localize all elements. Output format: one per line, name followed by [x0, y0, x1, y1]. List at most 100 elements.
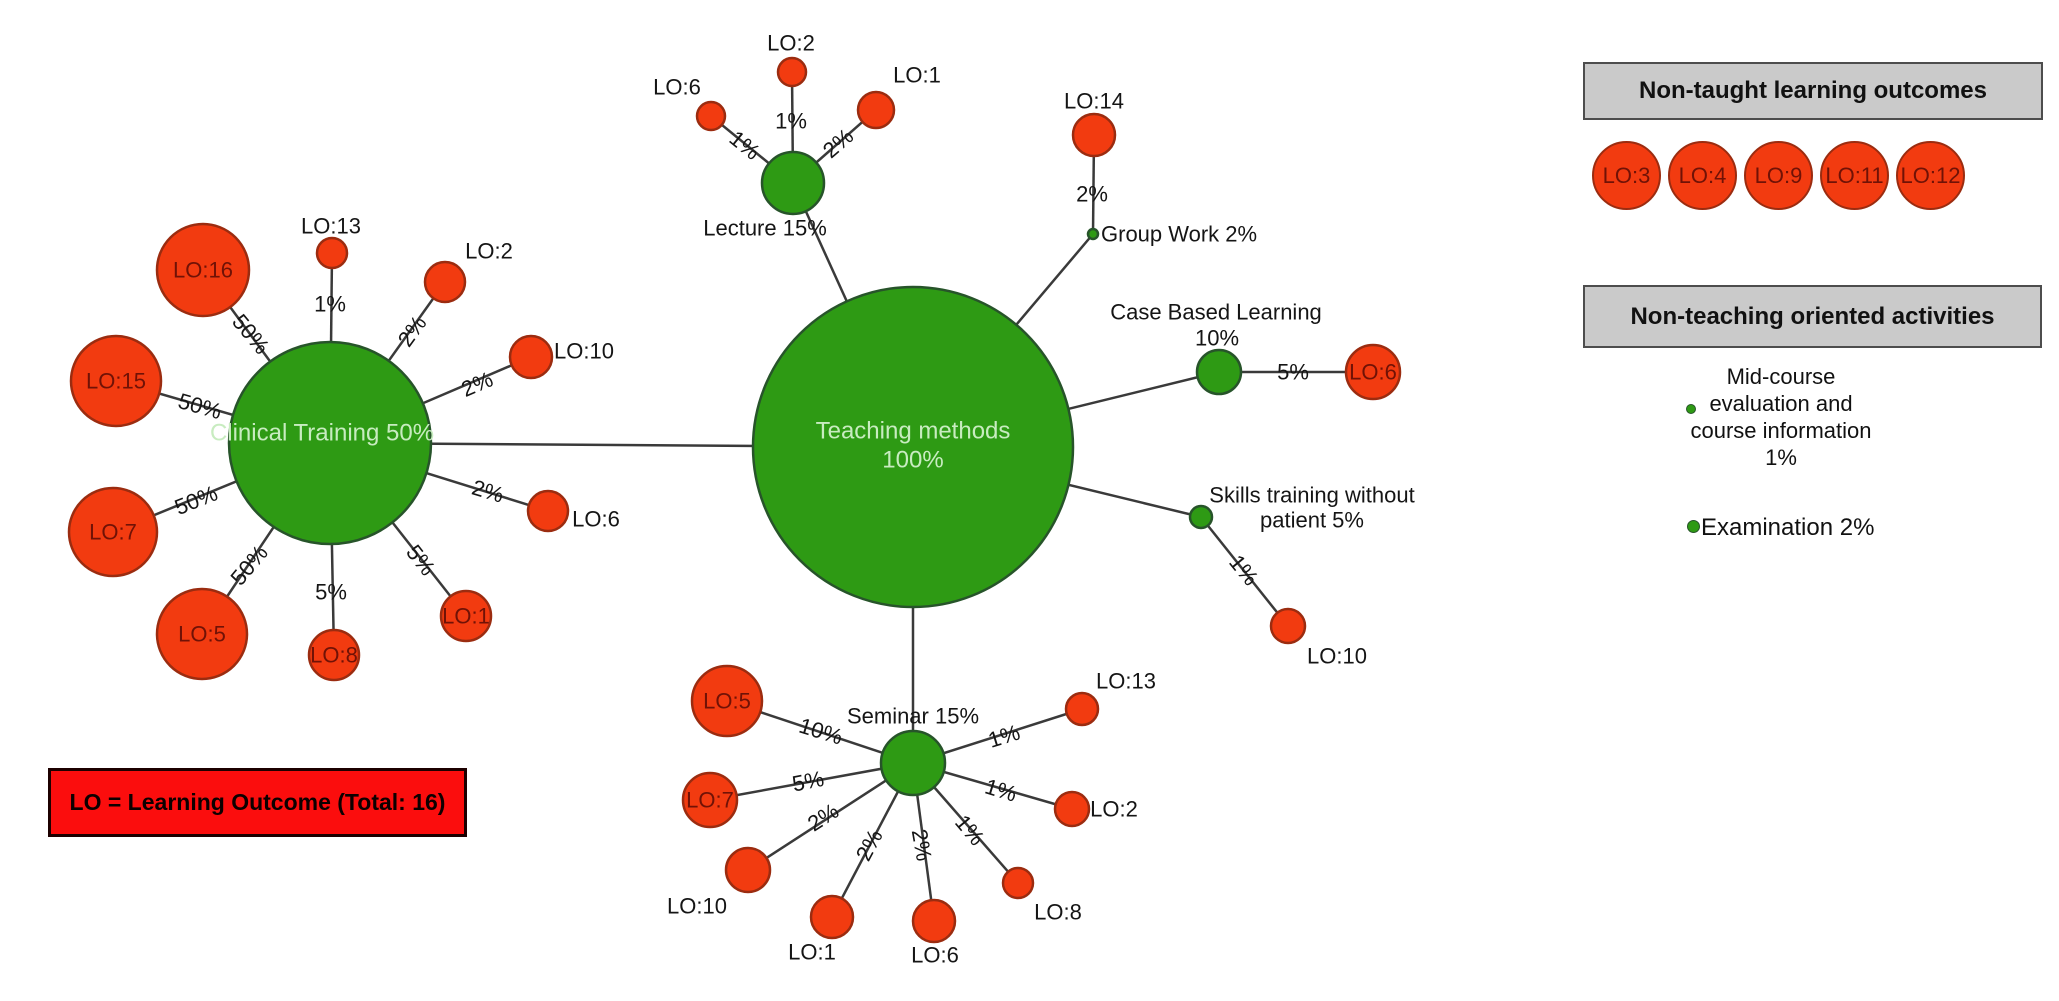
label-seminar-lo10: LO:10	[667, 894, 727, 919]
node-clinical-training-lo15	[69, 334, 163, 428]
label-seminar-lo5: LO:5	[703, 689, 751, 714]
label-case-based-learning-lo6: LO:6	[1349, 360, 1397, 385]
label-clinical-training-lo2: LO:2	[465, 239, 513, 264]
node-lecture	[760, 150, 826, 216]
node-seminar	[879, 729, 947, 797]
node-seminar-lo5	[690, 664, 764, 738]
edge-skills-training-without-patient-lo10	[1200, 516, 1289, 627]
lo-definition-note: LO = Learning Outcome (Total: 16)	[48, 768, 467, 837]
label-skills-training-without-patient-lo10: LO:10	[1307, 644, 1367, 669]
label-clinical-training-lo10: LO:10	[554, 339, 614, 364]
label-lecture-lo6: LO:6	[653, 75, 701, 100]
label-seminar-lo13: LO:13	[1096, 669, 1156, 694]
pct-label-clinical-training-lo16: 50%	[227, 309, 274, 359]
legend-non-teaching-activities-header: Non-teaching oriented activities	[1583, 285, 2042, 348]
node-seminar-lo6	[911, 898, 957, 944]
node-clinical-training-lo2	[423, 260, 467, 304]
node-seminar-lo13	[1064, 691, 1100, 727]
midcourse-line-2: evaluation and	[1709, 391, 1853, 416]
midcourse-line-1: Mid-course	[1726, 364, 1836, 389]
lo-definition-text: LO = Learning Outcome (Total: 16)	[69, 789, 446, 815]
node-seminar-lo7	[681, 771, 739, 829]
label-clinical-training-0: Clinical Training 50%	[210, 419, 434, 446]
edge-seminar-lo7	[709, 761, 914, 802]
label-lecture-0: Lecture 15%	[703, 216, 827, 241]
label-clinical-training-lo6: LO:6	[572, 507, 620, 532]
node-skills-training-without-patient	[1188, 504, 1214, 530]
pct-label-seminar-lo5: 10%	[796, 713, 845, 750]
legend-non-teaching-activities-title: Non-teaching oriented activities	[1630, 302, 1995, 330]
pct-label-seminar-lo1: 2%	[851, 825, 888, 865]
examination-dot	[1687, 520, 1700, 533]
pct-label-clinical-training-lo7: 50%	[171, 480, 221, 520]
pct-label-clinical-training-lo8: 5%	[315, 580, 347, 605]
pct-label-clinical-training-lo5: 50%	[225, 540, 272, 590]
label-clinical-training-lo7: LO:7	[89, 520, 137, 545]
pct-label-seminar-lo6: 2%	[907, 827, 937, 863]
label-clinical-training-lo5: LO:5	[178, 622, 226, 647]
midcourse-line-3: course information	[1690, 418, 1872, 443]
label-group-work-0: Group Work 2%	[1101, 222, 1257, 247]
node-clinical-training-lo13	[315, 236, 349, 270]
node-group-work-lo14	[1071, 112, 1117, 158]
label-seminar-lo7: LO:7	[686, 788, 734, 813]
non-taught-outcome-lo11: LO:11	[1820, 141, 1889, 210]
node-clinical-training-lo10	[508, 334, 554, 380]
node-clinical-training-lo1	[439, 589, 493, 643]
node-seminar-lo2	[1053, 790, 1091, 828]
node-clinical-training	[227, 340, 433, 546]
label-seminar-lo8: LO:8	[1034, 900, 1082, 925]
legend-non-taught-outcomes-header: Non-taught learning outcomes	[1583, 62, 2043, 120]
node-clinical-training-lo7	[67, 486, 159, 578]
node-teaching-methods	[751, 285, 1075, 609]
pct-label-clinical-training-lo10: 2%	[458, 366, 497, 401]
node-clinical-training-lo5	[155, 587, 249, 681]
node-lecture-lo1	[856, 90, 896, 130]
non-taught-outcome-lo4: LO:4	[1668, 141, 1737, 210]
non-taught-outcome-lo9: LO:9	[1744, 141, 1813, 210]
label-lecture-lo2: LO:2	[767, 31, 815, 56]
non-taught-outcome-lo3: LO:3	[1592, 141, 1661, 210]
label-teaching-methods-1: 100%	[882, 446, 943, 473]
midcourse-line-4: 1%	[1765, 445, 1797, 470]
label-lecture-lo1: LO:1	[893, 63, 941, 88]
label-clinical-training-lo1: LO:1	[442, 604, 490, 629]
node-clinical-training-lo6	[526, 489, 570, 533]
label-clinical-training-lo8: LO:8	[310, 643, 358, 668]
node-clinical-training-lo16	[155, 222, 251, 318]
pct-label-seminar-lo2: 1%	[982, 774, 1020, 807]
midcourse-evaluation-label: Mid-course evaluation and course informa…	[1668, 363, 1894, 471]
label-clinical-training-lo16: LO:16	[173, 258, 233, 283]
pct-label-clinical-training-lo15: 50%	[175, 388, 224, 424]
midcourse-evaluation-dot	[1686, 404, 1696, 414]
non-taught-outcomes-list: LO:3 LO:4 LO:9 LO:11 LO:12	[1592, 141, 1965, 210]
label-case-based-learning-0: Case Based Learning	[1110, 300, 1322, 325]
node-clinical-training-lo8	[307, 628, 361, 682]
label-skills-training-without-patient-1: patient 5%	[1260, 508, 1364, 533]
node-case-based-learning	[1195, 348, 1243, 396]
label-group-work-lo14: LO:14	[1064, 89, 1124, 114]
non-taught-outcome-lo12: LO:12	[1896, 141, 1965, 210]
pct-label-clinical-training-lo13: 1%	[314, 292, 346, 317]
node-seminar-lo1	[809, 894, 855, 940]
pct-label-seminar-lo13: 1%	[985, 720, 1023, 753]
node-seminar-lo8	[1001, 866, 1035, 900]
label-skills-training-without-patient-0: Skills training without	[1209, 483, 1414, 508]
label-clinical-training-lo13: LO:13	[301, 214, 361, 239]
pct-label-group-work-lo14: 2%	[1076, 182, 1108, 207]
pct-label-clinical-training-lo6: 2%	[469, 475, 507, 508]
label-seminar-0: Seminar 15%	[847, 704, 979, 729]
pct-label-lecture-lo2: 1%	[775, 109, 807, 134]
pct-label-seminar-lo7: 5%	[790, 766, 826, 797]
node-skills-training-without-patient-lo10	[1269, 607, 1307, 645]
label-clinical-training-lo15: LO:15	[86, 369, 146, 394]
pct-label-case-based-learning-lo6: 5%	[1277, 360, 1309, 385]
label-seminar-lo6: LO:6	[911, 943, 959, 968]
label-case-based-learning-1: 10%	[1195, 326, 1239, 351]
examination-label: Examination 2%	[1701, 514, 1875, 541]
node-lecture-lo2	[776, 56, 808, 88]
node-seminar-lo10	[724, 846, 772, 894]
label-seminar-lo1: LO:1	[788, 940, 836, 965]
node-group-work	[1086, 227, 1100, 241]
